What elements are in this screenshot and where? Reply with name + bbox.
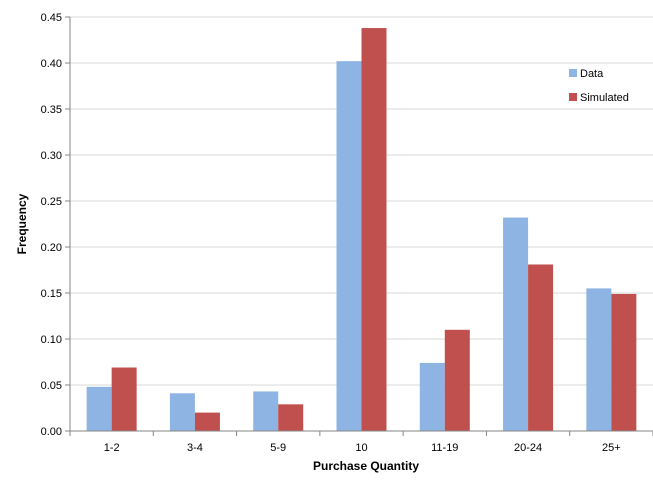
bar-simulated-5-9	[278, 404, 304, 431]
x-axis-title: Purchase Quantity	[313, 459, 419, 473]
x-tick-label: 11-19	[431, 442, 458, 454]
y-tick-label: 0.05	[41, 380, 62, 392]
x-tick-label: 3-4	[187, 442, 203, 454]
x-tick-label: 20-24	[514, 442, 542, 454]
x-tick-label: 10	[355, 442, 367, 454]
bar-data-11-19	[419, 362, 445, 431]
y-tick-label: 0.35	[41, 104, 62, 116]
legend-label-data: Data	[580, 68, 604, 80]
bar-simulated-10	[361, 28, 387, 431]
y-tick-labels: 0.00 0.05 0.10 0.15 0.20 0.25 0.30 0.35 0.40 0.45	[41, 12, 62, 438]
bar-simulated-1-2	[111, 367, 137, 431]
y-tick-label: 0.45	[41, 12, 62, 24]
x-tick-label: 1-2	[104, 442, 120, 454]
y-tick-label: 0.15	[41, 288, 62, 300]
bar-simulated-25+	[611, 293, 637, 431]
bars	[86, 28, 637, 431]
y-tick-label: 0.25	[41, 196, 62, 208]
y-tick-label: 0.20	[41, 242, 62, 254]
bar-simulated-20-24	[528, 264, 554, 431]
x-tick-label: 25+	[602, 442, 621, 454]
legend-label-simulated: Simulated	[580, 92, 629, 104]
bar-simulated-3-4	[194, 412, 220, 431]
bar-data-5-9	[253, 391, 279, 431]
bar-data-20-24	[503, 217, 529, 431]
bar-simulated-11-19	[444, 329, 470, 431]
axes	[69, 17, 653, 436]
y-tick-label: 0.00	[41, 426, 62, 438]
bar-data-25+	[586, 288, 612, 431]
x-tick-labels: 1-2 3-4 5-9 10 11-19 20-24 25+	[104, 442, 621, 454]
bar-data-3-4	[169, 393, 195, 431]
bar-data-10	[336, 61, 362, 431]
y-axis-title: Frequency	[15, 193, 29, 254]
legend-swatch-data	[569, 69, 577, 77]
bar-data-1-2	[86, 386, 112, 431]
legend: Data Simulated	[569, 68, 629, 104]
y-tick-label: 0.30	[41, 150, 62, 162]
y-tick-label: 0.40	[41, 58, 62, 70]
y-tick-label: 0.10	[41, 334, 62, 346]
legend-swatch-simulated	[569, 93, 577, 101]
x-tick-label: 5-9	[270, 442, 286, 454]
